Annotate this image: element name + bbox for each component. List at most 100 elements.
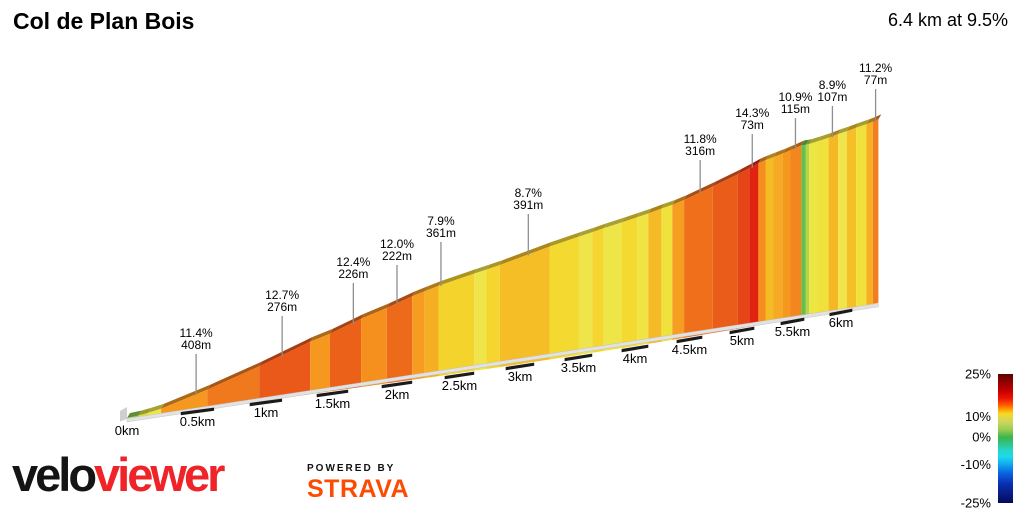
section-label: 8.9% 107m: [817, 78, 847, 104]
segment-top-band: [499, 241, 553, 266]
profile-segment: [438, 273, 475, 377]
profile-segment: [386, 296, 413, 384]
profile-segment: [661, 204, 673, 342]
profile-segment: [684, 186, 713, 338]
segment-top-band: [127, 410, 142, 418]
segment-top-band: [603, 217, 625, 229]
profile-segment: [207, 366, 260, 408]
tick-label: 2.5km: [442, 378, 477, 393]
segment-top-band: [637, 208, 652, 218]
profile-segment: [672, 200, 685, 340]
section-label: 11.8% 316m: [684, 132, 717, 158]
profile-segment: [872, 119, 879, 304]
segment-top-band: [661, 199, 676, 209]
tick-label: 2km: [385, 387, 410, 402]
profile-segment: [127, 415, 139, 418]
profile-segment: [486, 265, 500, 369]
profile-segment: [809, 141, 818, 316]
profile-segment: [412, 291, 425, 380]
profile-segment: [637, 213, 649, 346]
section-label: 12.0% 222m: [380, 237, 414, 263]
section-label: 11.2% 77m: [859, 61, 892, 87]
segment-top-band: [712, 169, 741, 187]
profile-segment: [773, 153, 783, 323]
segment-top-band: [578, 227, 596, 237]
profile-segment: [424, 285, 439, 378]
legend-tick-label: 0%: [972, 430, 991, 445]
segment-top-band: [828, 129, 842, 138]
profile-segment: [749, 163, 759, 327]
tick-label: 4km: [623, 351, 648, 366]
segment-top-band: [648, 203, 665, 214]
segment-top-band: [805, 139, 813, 145]
legend-tick-label: 10%: [965, 409, 991, 424]
segment-top-band: [737, 163, 753, 175]
profile-segment: [603, 222, 622, 351]
segment-top-band: [438, 268, 478, 286]
tick-label: 5km: [730, 333, 755, 348]
profile-segment: [737, 168, 750, 329]
tick-label: 4.5km: [672, 342, 707, 357]
segment-top-band: [549, 231, 582, 247]
legend-tick-label: -10%: [961, 457, 992, 472]
tick-label: 1.5km: [315, 396, 350, 411]
profile-segment: [846, 127, 857, 309]
segment-top-band: [672, 195, 688, 205]
climb-summary: 6.4 km at 9.5%: [887, 10, 1008, 30]
tick-label: 6km: [829, 315, 854, 330]
section-label: 14.3% 73m: [735, 106, 769, 132]
strava-attribution: POWERED BY STRAVA: [307, 463, 409, 504]
profile-segment: [549, 236, 579, 360]
profile-segment: [648, 208, 662, 344]
profile-segment: [712, 174, 738, 333]
profile-segment: [161, 389, 208, 414]
gradient-legend-bar: [998, 374, 1013, 503]
profile-segment: [818, 137, 829, 315]
profile-segment: [838, 131, 847, 311]
segment-top-band: [361, 303, 390, 319]
axis-dash: [829, 308, 853, 317]
segment-top-band: [790, 140, 805, 151]
section-label: 12.7% 276m: [265, 288, 299, 314]
segment-top-band: [818, 132, 832, 142]
segment-top-band: [872, 114, 882, 122]
profile-segment: [828, 134, 839, 313]
segment-top-band: [148, 403, 165, 413]
profile-segment: [790, 145, 802, 320]
profile-segment: [361, 308, 387, 387]
segment-top-band: [866, 116, 876, 125]
profile-segment: [329, 318, 362, 392]
segment-top-band: [474, 264, 490, 274]
segment-top-band: [758, 155, 769, 164]
tick-label: 1km: [254, 405, 279, 420]
section-label: 8.7% 391m: [513, 186, 543, 212]
profile-segment: [765, 157, 774, 324]
segment-top-band: [782, 145, 794, 154]
profile-segment: [782, 150, 791, 321]
axis-dash: [621, 344, 649, 353]
segment-top-band: [259, 336, 314, 367]
axis-dash: [444, 371, 475, 380]
profile-segment: [621, 217, 638, 349]
profile-segment: [805, 144, 810, 317]
profile-segment: [801, 144, 806, 318]
segment-top-band: [773, 148, 786, 158]
segment-top-band: [424, 280, 442, 292]
segment-top-band: [207, 361, 263, 390]
segment-top-band: [161, 384, 211, 409]
profile-segment: [856, 124, 867, 308]
section-label: 10.9% 115m: [778, 90, 812, 116]
segment-top-band: [856, 119, 870, 128]
axis-dash: [381, 380, 413, 389]
legend-tick-label: 25%: [965, 367, 991, 382]
segment-top-band: [386, 291, 416, 308]
section-label: 11.4% 408m: [180, 326, 213, 352]
profile-segment: [592, 228, 604, 353]
profile-start-cap: [120, 407, 127, 422]
profile-segment: [758, 160, 766, 326]
profile-segment: [866, 121, 873, 306]
segment-top-band: [329, 313, 365, 334]
axis-dash: [180, 407, 215, 416]
segment-top-band: [838, 126, 850, 135]
